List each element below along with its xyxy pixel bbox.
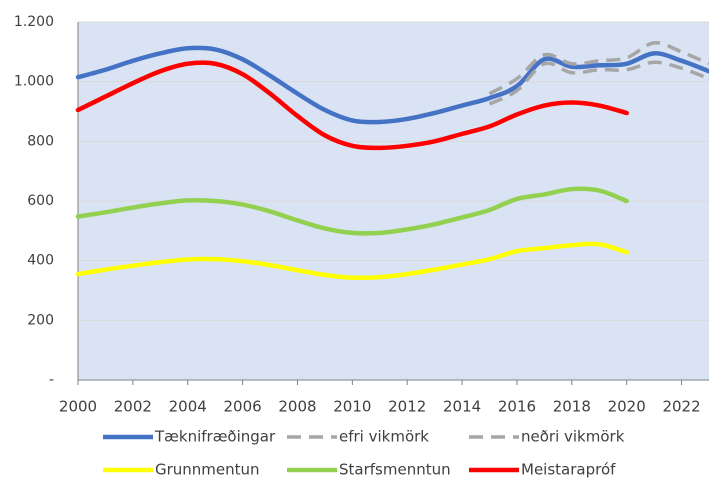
- x-tick-label: 2000: [59, 398, 97, 416]
- x-tick-label: 2020: [608, 398, 646, 416]
- y-tick-label: 1.200: [14, 14, 54, 30]
- series-line: [488, 41, 709, 96]
- series-line: [75, 45, 709, 125]
- x-tick-label: 2004: [169, 398, 207, 416]
- x-tick-label: 2012: [388, 398, 426, 416]
- legend-label: Tæknifræðingar: [154, 428, 276, 446]
- y-tick-label: 400: [27, 253, 54, 269]
- x-tick-label: 2022: [662, 398, 700, 416]
- series-line: [75, 241, 629, 281]
- x-tick-label: 2006: [224, 398, 262, 416]
- series-line: [488, 60, 709, 106]
- x-tick-label: 2018: [553, 398, 591, 416]
- legend-label: Meistarapróf: [521, 461, 616, 479]
- legend-label: Starfsmenntun: [339, 461, 451, 479]
- x-tick-label: 2016: [498, 398, 536, 416]
- x-tick-label: 2014: [443, 398, 481, 416]
- y-tick-label: -: [49, 372, 54, 388]
- y-tick-label: 1.000: [14, 74, 54, 90]
- y-tick-label: 200: [27, 312, 54, 328]
- y-tick-label: 600: [27, 193, 54, 209]
- x-tick-label: 2010: [333, 398, 371, 416]
- x-tick-label: 2002: [114, 398, 152, 416]
- x-tick-label: 2008: [278, 398, 316, 416]
- series-line: [75, 186, 629, 236]
- legend-label: Grunnmentun: [155, 461, 260, 479]
- y-tick-label: 800: [27, 133, 54, 149]
- legend-label: neðri vikmörk: [521, 428, 625, 446]
- series-line: [75, 60, 629, 151]
- legend-label: efri vikmörk: [339, 428, 429, 446]
